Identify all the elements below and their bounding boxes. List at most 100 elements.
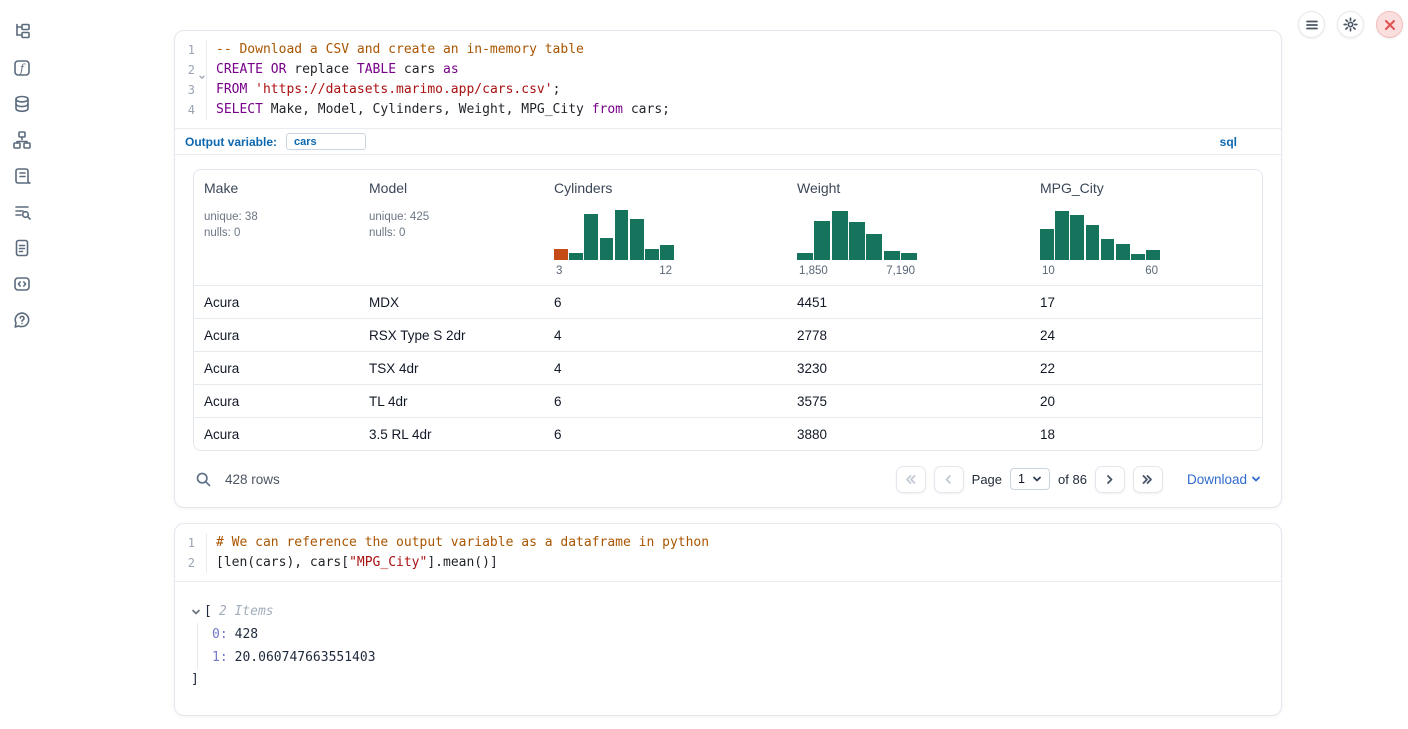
- histogram-bar: [832, 211, 848, 260]
- code-text: -- Download a CSV and create an in-memor…: [207, 40, 584, 60]
- tree-entry: 0:428: [212, 623, 1265, 646]
- histogram-bar: [901, 253, 917, 260]
- output-variable-row: Output variable: sql: [175, 128, 1281, 154]
- code-line[interactable]: 2[len(cars), cars["MPG_City"].mean()]: [175, 553, 1281, 573]
- table-cell: RSX Type S 2dr: [359, 328, 544, 343]
- table-cell: 3575: [787, 394, 1030, 409]
- page-select[interactable]: 1: [1010, 468, 1050, 490]
- collapse-chevron-icon[interactable]: [191, 607, 201, 617]
- first-page-button[interactable]: [896, 466, 926, 493]
- download-button[interactable]: Download: [1187, 472, 1261, 487]
- histogram-bar: [630, 219, 644, 260]
- open-bracket: [: [204, 601, 212, 623]
- chevron-right-icon: [1103, 473, 1116, 486]
- column-header-mpg-city[interactable]: MPG_City 1060: [1030, 180, 1262, 277]
- column-header-make[interactable]: Make unique: 38 nulls: 0: [194, 180, 359, 277]
- scroll-icon[interactable]: [12, 166, 32, 186]
- histogram-bar: [554, 249, 568, 260]
- line-number: 4: [175, 100, 207, 120]
- help-icon[interactable]: [12, 310, 32, 330]
- table-row: AcuraTSX 4dr4323022: [194, 351, 1262, 384]
- table-cell: Acura: [194, 394, 359, 409]
- axis-min-label: 1,850: [799, 265, 828, 277]
- histogram-bar: [884, 251, 900, 260]
- chevron-down-icon: [1032, 474, 1042, 484]
- column-header-weight[interactable]: Weight 1,8507,190: [787, 180, 1030, 277]
- axis-max-label: 12: [659, 265, 672, 277]
- tree-entry-value: 20.060747663551403: [235, 647, 376, 669]
- histogram-bar: [1146, 250, 1160, 260]
- tree-entry-index: 1:: [212, 647, 228, 669]
- code-square-icon[interactable]: [12, 274, 32, 294]
- code-text: CREATE OR replace TABLE cars as: [207, 60, 459, 80]
- output-variable-input[interactable]: [286, 133, 366, 150]
- close-bracket: ]: [191, 669, 1265, 691]
- python-cell: 1# We can reference the output variable …: [174, 523, 1282, 716]
- cylinders-histogram: 312: [554, 208, 674, 277]
- table-cell: 20: [1030, 394, 1262, 409]
- chevron-down-icon: [1251, 474, 1261, 484]
- table-cell: 4451: [787, 295, 1030, 310]
- gear-icon: [1343, 17, 1358, 32]
- table-cell: Acura: [194, 361, 359, 376]
- function-square-icon[interactable]: f: [12, 58, 32, 78]
- chevron-left-icon: [942, 473, 955, 486]
- axis-min-label: 10: [1042, 265, 1055, 277]
- histogram-bar: [645, 249, 659, 260]
- table-cell: 22: [1030, 361, 1262, 376]
- table-footer: 428 rows Page 1 of 86: [193, 463, 1263, 495]
- histogram-bar: [814, 221, 830, 260]
- shutdown-button[interactable]: [1376, 11, 1403, 38]
- output-variable-label: Output variable:: [185, 135, 277, 149]
- table-cell: TSX 4dr: [359, 361, 544, 376]
- histogram-bar: [1131, 254, 1145, 260]
- code-line[interactable]: 1# We can reference the output variable …: [175, 533, 1281, 553]
- dependency-graph-icon[interactable]: [12, 130, 32, 150]
- language-badge: sql: [1220, 135, 1271, 149]
- histogram-bar: [866, 234, 882, 260]
- column-stat: nulls: 0: [369, 225, 544, 241]
- close-icon: [1384, 19, 1396, 31]
- search-icon[interactable]: [195, 471, 212, 488]
- column-header-cylinders[interactable]: Cylinders 312: [544, 180, 787, 277]
- column-header-model[interactable]: Model unique: 425 nulls: 0: [359, 180, 544, 277]
- python-code-editor[interactable]: 1# We can reference the output variable …: [175, 524, 1281, 581]
- tree-entry: 1: 20.060747663551403: [212, 646, 1265, 669]
- code-text: # We can reference the output variable a…: [207, 533, 709, 553]
- document-icon[interactable]: [12, 238, 32, 258]
- code-line[interactable]: 3FROM 'https://datasets.marimo.app/cars.…: [175, 80, 1281, 100]
- histogram-bar: [1070, 215, 1084, 260]
- axis-max-label: 60: [1145, 265, 1158, 277]
- line-number: 1: [175, 533, 207, 553]
- list-search-icon[interactable]: [12, 202, 32, 222]
- items-count-label: 2 Items: [219, 601, 274, 623]
- sql-code-editor[interactable]: 1-- Download a CSV and create an in-memo…: [175, 31, 1281, 128]
- table-row: AcuraTL 4dr6357520: [194, 384, 1262, 417]
- code-text: SELECT Make, Model, Cylinders, Weight, M…: [207, 100, 670, 120]
- menu-button[interactable]: [1298, 11, 1325, 38]
- line-number: 1: [175, 40, 207, 60]
- table-header: Make unique: 38 nulls: 0 Model unique: 4…: [194, 170, 1262, 285]
- last-page-button[interactable]: [1133, 466, 1163, 493]
- file-tree-icon[interactable]: [12, 22, 32, 42]
- svg-text:f: f: [19, 62, 26, 75]
- database-icon[interactable]: [12, 94, 32, 114]
- next-page-button[interactable]: [1095, 466, 1125, 493]
- tree-entries: 0:4281: 20.060747663551403: [197, 623, 1265, 669]
- histogram-bar: [600, 238, 614, 260]
- tree-root: [ 2 Items: [191, 601, 1265, 623]
- chevrons-right-icon: [1141, 473, 1154, 486]
- line-number: 3: [175, 80, 207, 100]
- table-cell: 3230: [787, 361, 1030, 376]
- table-cell: MDX: [359, 295, 544, 310]
- table-cell: 6: [544, 394, 787, 409]
- settings-button[interactable]: [1337, 11, 1364, 38]
- histogram-bar: [660, 245, 674, 260]
- code-line[interactable]: 1-- Download a CSV and create an in-memo…: [175, 40, 1281, 60]
- histogram-bar: [569, 253, 583, 260]
- previous-page-button[interactable]: [934, 466, 964, 493]
- histogram-bar: [1086, 225, 1100, 260]
- code-line[interactable]: 4SELECT Make, Model, Cylinders, Weight, …: [175, 100, 1281, 120]
- code-line[interactable]: 2CREATE OR replace TABLE cars as: [175, 60, 1281, 80]
- tree-entry-index: 0:: [212, 624, 228, 646]
